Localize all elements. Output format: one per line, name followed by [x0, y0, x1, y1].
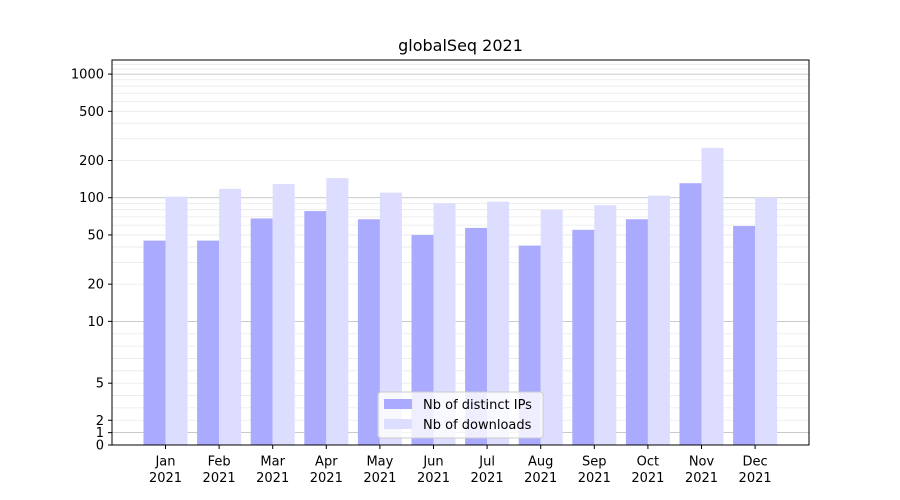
x-tick-label-month: May: [366, 455, 393, 470]
x-tick-label-month: Jan: [154, 455, 175, 470]
y-tick-label: 100: [79, 191, 104, 206]
bar-distinct-ips: [197, 240, 220, 445]
x-tick-label-year: 2021: [578, 471, 611, 486]
y-tick-label: 2: [96, 414, 104, 429]
legend-label-downloads: Nb of downloads: [423, 418, 532, 433]
x-tick-label-year: 2021: [256, 471, 289, 486]
x-tick-label-month: Feb: [208, 455, 231, 470]
bar-downloads: [647, 195, 670, 445]
bar-downloads: [433, 203, 456, 445]
bar-distinct-ips: [572, 229, 595, 445]
x-tick-label-year: 2021: [631, 471, 664, 486]
chart-title: globalSeq 2021: [398, 36, 523, 55]
y-tick-label: 5: [96, 377, 104, 392]
x-tick-label-month: Dec: [743, 455, 768, 470]
x-tick-label-year: 2021: [685, 471, 718, 486]
legend: Nb of distinct IPs Nb of downloads: [377, 391, 544, 439]
x-tick-label-year: 2021: [363, 471, 396, 486]
x-tick-label-year: 2021: [310, 471, 343, 486]
legend-swatch-downloads: [384, 419, 412, 429]
x-tick-label-year: 2021: [739, 471, 772, 486]
y-tick-label: 200: [79, 154, 104, 169]
x-tick-label-year: 2021: [149, 471, 182, 486]
bar-downloads: [755, 197, 778, 445]
x-tick-label-month: Aug: [528, 455, 553, 470]
y-tick-label: 1: [96, 426, 104, 441]
y-tick-label: 0: [96, 439, 104, 454]
x-tick-label-year: 2021: [203, 471, 236, 486]
y-tick-label: 1000: [71, 68, 104, 83]
y-axis: 012 5 10 20 50 100 200 500 1000: [71, 68, 112, 454]
plot-frame: [111, 59, 810, 446]
x-tick-label-month: Jun: [422, 455, 443, 470]
x-tick-label-month: Sep: [582, 455, 607, 470]
y-tick-label: 50: [87, 228, 104, 243]
bar-downloads: [594, 205, 617, 445]
bar-downloads: [219, 188, 242, 445]
x-tick-label-month: Mar: [260, 455, 285, 470]
x-tick-label-year: 2021: [471, 471, 504, 486]
bar-distinct-ips: [357, 219, 380, 445]
bar-distinct-ips: [679, 183, 702, 445]
x-tick-label-month: Nov: [689, 455, 715, 470]
bar-downloads: [272, 184, 295, 446]
bar-distinct-ips: [304, 211, 327, 445]
bar-downloads: [165, 196, 188, 445]
bar-distinct-ips: [733, 226, 756, 445]
bar-distinct-ips: [465, 227, 488, 445]
bar-downloads: [379, 192, 402, 445]
x-axis: Jan2021Feb2021Mar2021Apr2021May2021Jun20…: [149, 445, 772, 486]
bar-downloads: [487, 201, 510, 445]
legend-swatch-distinct-ips: [384, 399, 412, 409]
y-tick-label: 500: [79, 105, 104, 120]
x-tick-label-year: 2021: [417, 471, 450, 486]
bar-distinct-ips: [143, 240, 166, 445]
legend-box: [377, 391, 544, 439]
x-tick-label-year: 2021: [524, 471, 557, 486]
bar-distinct-ips: [625, 219, 648, 445]
x-tick-label-month: Jul: [478, 455, 495, 470]
bars-layer: [143, 147, 778, 446]
bar-downloads: [326, 178, 349, 445]
bar-downloads: [701, 147, 724, 445]
x-tick-label-month: Oct: [637, 455, 659, 470]
y-tick-label: 10: [87, 315, 104, 330]
legend-label-distinct-ips: Nb of distinct IPs: [423, 398, 532, 413]
x-tick-label-month: Apr: [315, 455, 338, 470]
bar-downloads: [540, 209, 563, 445]
y-tick-label: 20: [87, 278, 104, 293]
bar-distinct-ips: [250, 218, 273, 445]
